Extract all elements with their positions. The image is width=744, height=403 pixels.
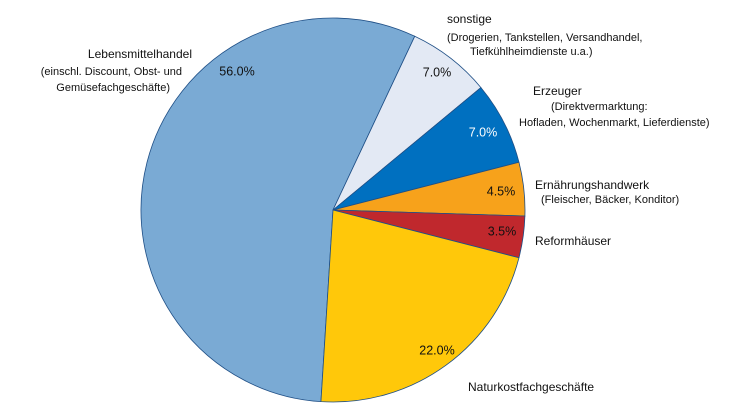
value-label: 22.0%: [419, 343, 454, 357]
slice-label: Reformhäuser: [535, 234, 611, 248]
slice-description: Tiefkühlheimdienste u.a.): [470, 46, 593, 58]
value-label: 56.0%: [219, 64, 254, 78]
value-label: 7.0%: [469, 125, 498, 139]
slice-label: Ernährungshandwerk: [535, 178, 650, 192]
slice-label: Naturkostfachgeschäfte: [468, 380, 594, 394]
value-label: 4.5%: [487, 184, 516, 198]
value-label: 3.5%: [488, 224, 517, 238]
slice-description: (Drogerien, Tankstellen, Versandhandel,: [447, 32, 642, 44]
slice-description: (Direktvermarktung:: [551, 101, 648, 113]
slice-description: Hofladen, Wochenmarkt, Lieferdienste): [519, 117, 710, 129]
slice-label: Lebensmittelhandel: [88, 47, 192, 61]
pie-slice: [320, 209, 520, 403]
pie-slice: [140, 17, 416, 403]
value-label: 7.0%: [423, 65, 452, 79]
slice-label: Erzeuger: [533, 84, 582, 98]
slice-description: (Fleischer, Bäcker, Konditor): [541, 194, 679, 206]
slice-label: sonstige: [447, 12, 492, 26]
slice-description: (einschl. Discount, Obst- und: [41, 66, 182, 78]
slice-description: Gemüsefachgeschäfte): [56, 82, 170, 94]
